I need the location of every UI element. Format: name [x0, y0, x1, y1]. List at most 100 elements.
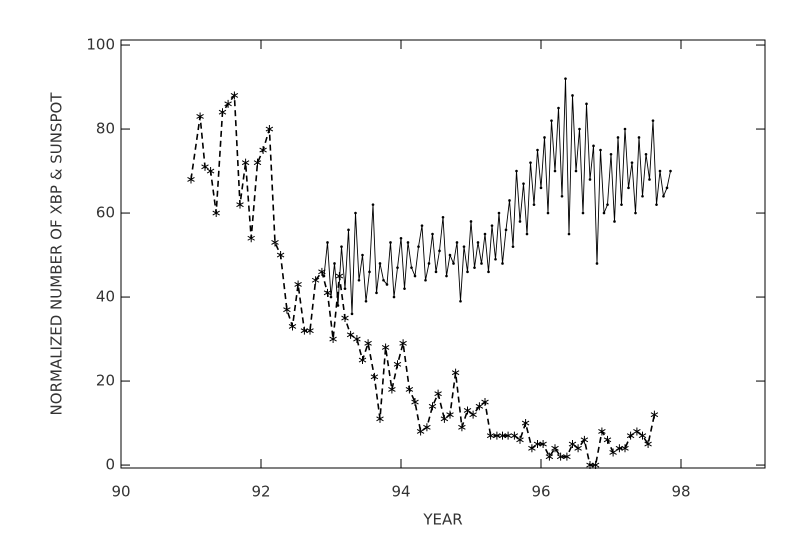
asterisk-marker — [364, 339, 372, 348]
asterisk-marker — [230, 91, 239, 100]
asterisk-marker — [201, 162, 209, 171]
dot-marker — [595, 262, 599, 265]
dot-marker — [630, 161, 634, 164]
asterisk-marker — [353, 335, 361, 344]
dot-marker — [508, 199, 511, 202]
asterisk-marker — [510, 431, 519, 440]
asterisk-marker — [306, 326, 314, 335]
asterisk-marker — [405, 385, 414, 394]
dot-marker — [417, 245, 420, 248]
plot-frame — [120, 39, 766, 469]
dot-marker — [546, 211, 550, 215]
dot-marker — [452, 262, 455, 265]
dot-marker — [378, 262, 382, 265]
asterisk-marker — [463, 406, 472, 415]
dot-marker — [410, 266, 413, 269]
dot-marker — [399, 236, 403, 240]
dot-marker — [371, 203, 375, 206]
dot-marker — [375, 291, 378, 295]
dot-marker — [403, 287, 406, 290]
asterisk-marker — [399, 339, 407, 348]
asterisk-marker — [633, 427, 641, 436]
asterisk-marker — [423, 423, 431, 432]
dot-marker — [350, 312, 354, 316]
x-tick-label: 96 — [531, 483, 550, 501]
asterisk-marker — [276, 251, 285, 260]
dot-marker — [413, 274, 417, 278]
dot-marker — [333, 262, 336, 265]
dot-marker — [557, 106, 560, 110]
dot-marker — [322, 274, 326, 278]
dot-marker — [424, 278, 427, 282]
dot-marker — [466, 270, 469, 274]
dot-marker — [560, 194, 564, 198]
asterisk-marker — [253, 158, 262, 167]
dot-marker — [389, 241, 392, 244]
asterisk-marker — [539, 440, 547, 449]
dot-marker — [637, 136, 641, 139]
dot-marker — [616, 136, 620, 139]
asterisk-marker — [504, 431, 512, 440]
asterisk-marker — [241, 158, 250, 167]
dot-marker — [501, 262, 504, 265]
asterisk-marker — [416, 427, 425, 436]
x-tick-label: 92 — [251, 483, 270, 501]
dot-marker — [553, 169, 557, 173]
dot-marker — [354, 211, 357, 215]
asterisk-marker — [458, 423, 466, 432]
asterisk-marker — [271, 238, 279, 247]
asterisk-marker — [259, 146, 267, 155]
asterisk-marker — [224, 99, 232, 108]
asterisk-marker — [545, 452, 554, 461]
dot-marker — [326, 241, 329, 244]
dot-marker — [525, 232, 529, 236]
asterisk-marker — [212, 209, 220, 218]
y-tick-label: 20 — [96, 372, 115, 390]
dot-marker — [392, 295, 396, 299]
dot-marker — [511, 245, 515, 248]
asterisk-marker — [451, 368, 460, 377]
dot-marker — [623, 127, 627, 131]
asterisk-marker — [603, 435, 612, 444]
asterisk-marker — [521, 419, 530, 428]
asterisk-marker — [381, 343, 390, 352]
dot-marker — [469, 220, 473, 223]
dot-marker — [438, 249, 441, 253]
asterisk-marker — [638, 431, 647, 440]
asterisk-marker — [376, 414, 384, 423]
dot-marker — [606, 203, 609, 206]
dot-marker — [620, 203, 623, 206]
dot-marker — [483, 232, 487, 236]
dot-marker — [564, 77, 567, 80]
dot-marker — [396, 266, 399, 269]
asterisk-marker — [206, 167, 215, 176]
asterisk-marker — [475, 402, 484, 411]
asterisk-marker — [563, 452, 571, 461]
dot-marker — [567, 232, 571, 236]
dot-marker — [490, 224, 494, 227]
dot-marker — [480, 262, 483, 265]
dot-marker — [343, 287, 347, 290]
asterisk-marker — [446, 410, 454, 419]
asterisk-marker — [196, 112, 204, 121]
dot-marker — [536, 148, 539, 152]
y-tick-label: 80 — [96, 120, 115, 138]
asterisk-marker — [311, 276, 320, 285]
asterisk-marker — [609, 448, 617, 457]
dot-marker — [455, 241, 459, 244]
dot-marker — [522, 182, 525, 185]
dot-marker — [420, 224, 424, 227]
y-tick-label: 40 — [96, 288, 115, 306]
dot-marker — [665, 186, 669, 190]
dot-marker — [340, 245, 343, 248]
asterisk-marker — [556, 452, 565, 461]
dot-marker — [431, 232, 434, 236]
asterisk-marker — [574, 444, 582, 453]
dot-marker — [347, 228, 350, 232]
asterisk-marker — [247, 234, 255, 243]
dot-marker — [427, 262, 431, 265]
dot-marker — [588, 178, 592, 181]
asterisk-marker — [218, 108, 227, 117]
